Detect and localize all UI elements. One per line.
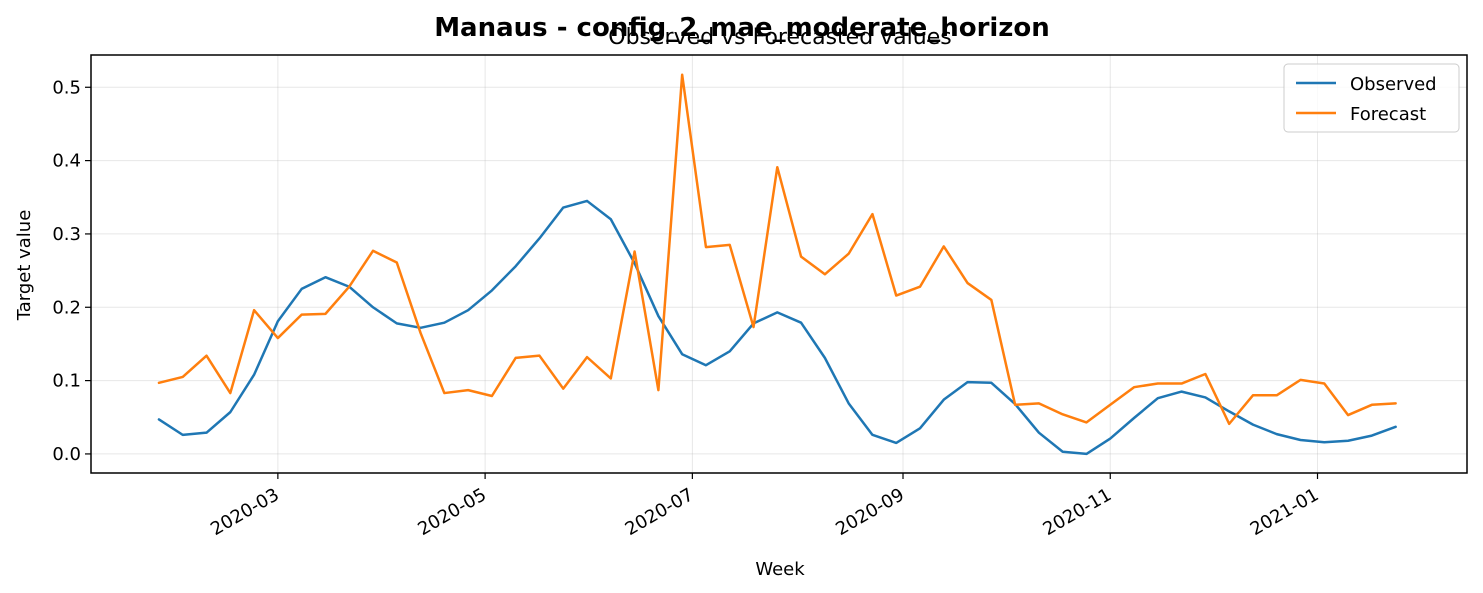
series-lines bbox=[157, 73, 1397, 456]
legend-box bbox=[1283, 63, 1460, 133]
chart-title: Observed vs Forecasted values bbox=[608, 25, 951, 50]
y-axis-label: Target value bbox=[14, 210, 35, 322]
y-tick-label: 0.2 bbox=[52, 297, 81, 318]
x-tick-label: 2020-09 bbox=[832, 484, 908, 540]
x-tick-label: 2020-11 bbox=[1040, 484, 1116, 540]
plot-area-frame bbox=[90, 54, 1468, 474]
y-tick-label: 0.5 bbox=[52, 77, 81, 98]
y-tick-label: 0.4 bbox=[52, 151, 81, 172]
legend-label-observed: Observed bbox=[1350, 74, 1437, 95]
x-axis-label: Week bbox=[755, 559, 805, 580]
x-tick-label: 2020-03 bbox=[207, 484, 283, 540]
chart-suptitle: Manaus - config_2_mae_moderate_horizon bbox=[434, 13, 1050, 43]
x-tick-label: 2020-07 bbox=[622, 484, 698, 540]
x-tick-label: 2020-05 bbox=[414, 484, 490, 540]
legend: Observed Forecast bbox=[1283, 63, 1460, 133]
y-tick-label: 0.1 bbox=[52, 371, 81, 392]
series-line-forecast bbox=[157, 73, 1397, 426]
series-line-observed bbox=[157, 199, 1397, 456]
y-tick-label: 0.0 bbox=[52, 444, 81, 465]
legend-label-forecast: Forecast bbox=[1350, 104, 1426, 125]
y-tick-label: 0.3 bbox=[52, 224, 81, 245]
y-axis-ticks: 0.0 0.1 0.2 0.3 0.4 0.5 bbox=[52, 77, 91, 465]
grid bbox=[91, 55, 1467, 473]
x-axis-ticks: 2020-03 2020-05 2020-07 2020-09 2020-11 2021-… bbox=[207, 473, 1322, 540]
x-tick-label: 2021-01 bbox=[1247, 484, 1323, 540]
